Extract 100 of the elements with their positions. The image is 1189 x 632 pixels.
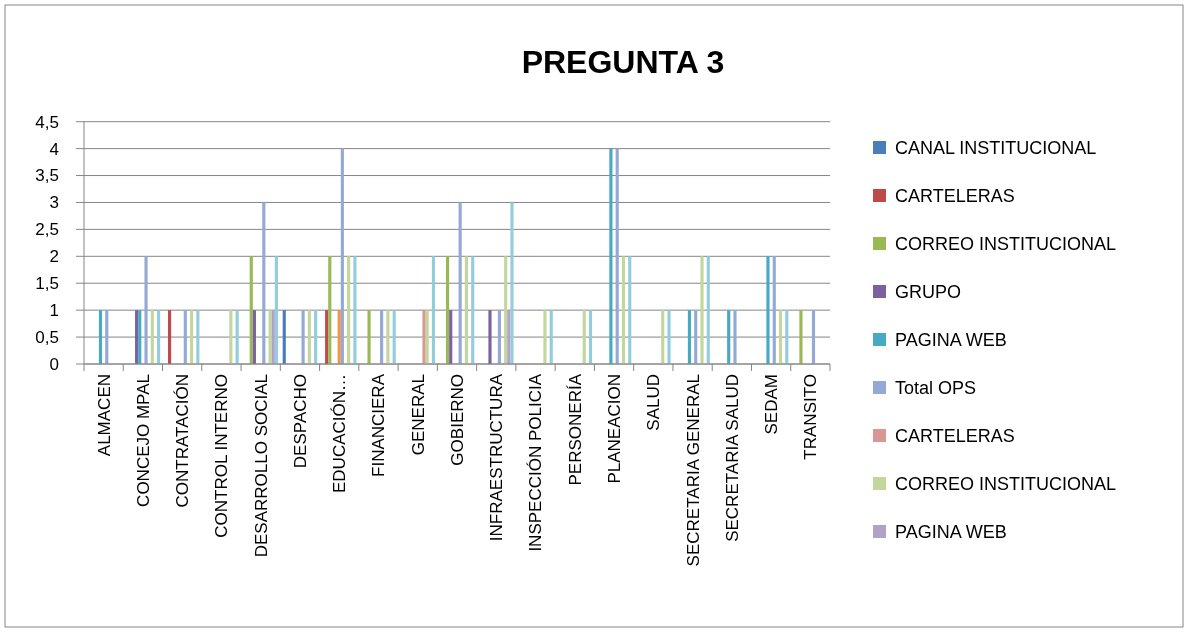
bar bbox=[733, 310, 737, 364]
bar bbox=[778, 310, 783, 364]
bar bbox=[347, 256, 351, 364]
bar bbox=[811, 310, 816, 364]
bar bbox=[667, 310, 671, 364]
bar bbox=[301, 310, 305, 364]
y-tick-label: 1,5 bbox=[35, 274, 59, 294]
bar bbox=[337, 310, 341, 364]
x-tick-label: PERSONERÍA bbox=[565, 373, 585, 486]
bar bbox=[488, 310, 492, 364]
x-tick-label: GENERAL bbox=[408, 374, 428, 456]
bar bbox=[386, 310, 390, 364]
bar bbox=[504, 256, 508, 364]
bar bbox=[367, 310, 371, 364]
bar bbox=[325, 310, 329, 364]
bar bbox=[150, 310, 154, 364]
bar bbox=[661, 310, 665, 364]
bar bbox=[471, 256, 475, 364]
bar bbox=[431, 256, 436, 364]
bar bbox=[700, 256, 704, 364]
bar bbox=[706, 256, 710, 364]
legend-label: CARTELERAS bbox=[895, 185, 1015, 206]
bar bbox=[144, 256, 148, 364]
x-tick-label: ALMACEN bbox=[94, 374, 114, 457]
bar bbox=[588, 310, 593, 364]
y-tick-label: 1 bbox=[49, 301, 59, 321]
y-tick-label: 0 bbox=[49, 354, 59, 374]
x-tick-label: GOBIERNO bbox=[447, 374, 467, 466]
bar bbox=[157, 310, 161, 364]
legend-label: GRUPO bbox=[895, 281, 962, 302]
bar bbox=[229, 310, 233, 364]
x-tick-label: SEDAM bbox=[762, 374, 782, 435]
bar bbox=[766, 256, 770, 364]
bar bbox=[799, 310, 803, 364]
bar bbox=[328, 256, 332, 364]
bar bbox=[105, 310, 109, 364]
bar bbox=[183, 310, 187, 364]
x-tick-label: CONTROL INTERNO bbox=[212, 374, 232, 538]
bar bbox=[694, 310, 698, 364]
bar bbox=[615, 148, 619, 364]
bar bbox=[274, 256, 278, 364]
bar bbox=[464, 256, 468, 364]
bar bbox=[282, 310, 286, 364]
bar bbox=[380, 310, 384, 364]
bar bbox=[235, 310, 239, 364]
bar bbox=[168, 310, 172, 364]
bar bbox=[196, 310, 200, 364]
legend-label: PAGINA WEB bbox=[895, 521, 1007, 542]
bar bbox=[314, 310, 318, 364]
legend-label: CORREO INSTITUCIONAL bbox=[895, 473, 1117, 494]
y-tick-label: 0,5 bbox=[35, 328, 59, 348]
y-tick-label: 2 bbox=[49, 247, 59, 267]
chart-title: PREGUNTA 3 bbox=[521, 44, 725, 80]
bar bbox=[446, 256, 450, 364]
bar bbox=[449, 310, 453, 364]
x-tick-label: CONCEJO MPAL bbox=[133, 374, 153, 507]
bar bbox=[340, 148, 344, 364]
legend-label: CORREO INSTITUCIONAL bbox=[895, 233, 1117, 254]
bar bbox=[507, 310, 511, 364]
x-tick-label: EDUCACIÓN… bbox=[330, 374, 350, 494]
y-tick-label: 2,5 bbox=[35, 220, 59, 240]
bar bbox=[262, 202, 266, 364]
bar bbox=[582, 310, 586, 364]
x-tick-label: DESARROLLO SOCIAL bbox=[251, 374, 271, 558]
x-tick-label: SECRETARIA SALUD bbox=[722, 374, 742, 542]
bar bbox=[392, 310, 396, 364]
bar bbox=[785, 310, 789, 364]
bar bbox=[353, 256, 357, 364]
x-tick-label: INFRAESTRUCTURA bbox=[487, 373, 507, 542]
legend-label: CANAL INSTITUCIONAL bbox=[895, 137, 1097, 158]
legend-label: Total OPS bbox=[895, 377, 977, 398]
x-tick-label: INSPECCIÓN POLICIA bbox=[526, 373, 546, 552]
y-tick-label: 3 bbox=[49, 193, 59, 213]
bar bbox=[510, 202, 514, 364]
bar bbox=[687, 310, 692, 364]
bar bbox=[621, 256, 626, 364]
x-tick-label: FINANCIERA bbox=[369, 373, 389, 477]
legend-label: PAGINA WEB bbox=[895, 329, 1007, 350]
x-tick-label: SECRETARIA GENERAL bbox=[683, 374, 703, 567]
bar bbox=[609, 148, 613, 364]
y-tick-label: 3,5 bbox=[35, 166, 59, 186]
bar bbox=[307, 310, 311, 364]
bar bbox=[190, 310, 194, 364]
bar bbox=[252, 310, 256, 364]
bar bbox=[549, 310, 553, 364]
bar bbox=[727, 310, 731, 364]
bar bbox=[628, 256, 632, 364]
bar bbox=[458, 202, 462, 364]
y-tick-label: 4,5 bbox=[35, 112, 59, 132]
x-tick-label: DESPACHO bbox=[290, 374, 310, 469]
x-tick-label: CONTRATACIÓN bbox=[173, 374, 193, 508]
bar bbox=[497, 310, 501, 364]
bar bbox=[772, 256, 776, 364]
x-tick-label: SALUD bbox=[644, 374, 664, 431]
bar bbox=[249, 256, 253, 364]
x-tick-label: TRANSITO bbox=[801, 374, 821, 460]
legend-label: CARTELERAS bbox=[895, 425, 1015, 446]
y-tick-label: 4 bbox=[49, 139, 59, 159]
bar bbox=[98, 310, 103, 364]
x-tick-label: PLANEACION bbox=[605, 374, 624, 484]
